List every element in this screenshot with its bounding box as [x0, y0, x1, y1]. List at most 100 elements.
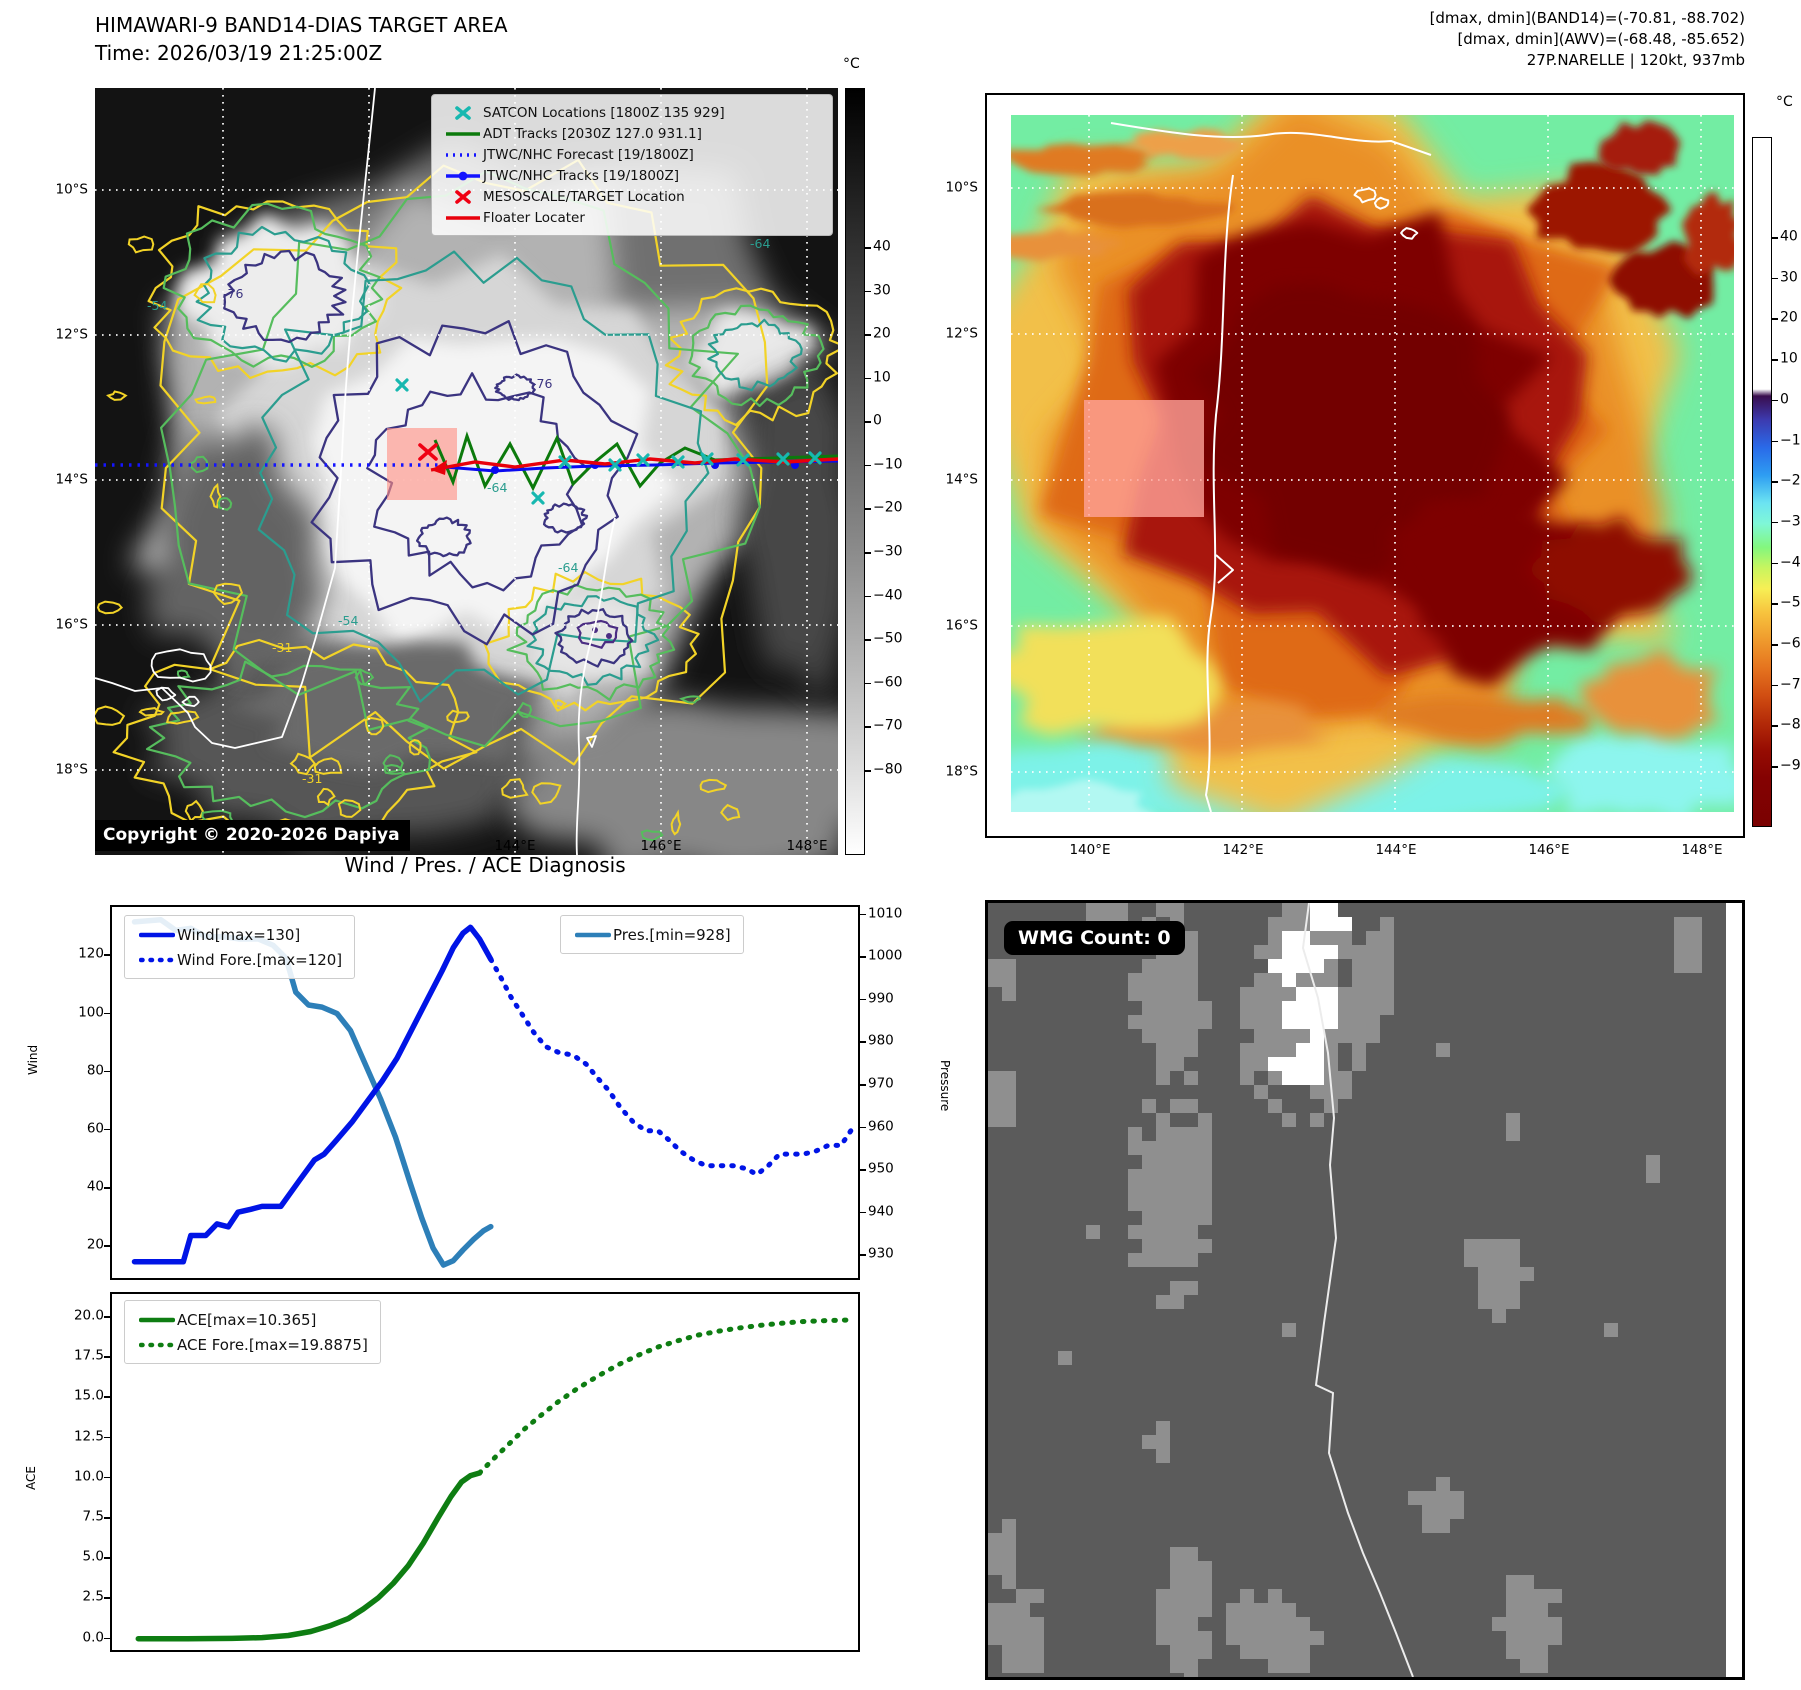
awv-satellite-image — [1011, 115, 1734, 812]
solid-line-swatch — [137, 928, 177, 942]
axis-tick-label: 20 — [86, 1236, 104, 1253]
legend-label: SATCON Locations [1800Z 135 929] — [483, 104, 725, 121]
awv-colorbar-unit: °C — [1776, 94, 1793, 110]
axis-tick-mark — [1772, 481, 1778, 483]
axis-tick-label: −70 — [873, 718, 903, 735]
axis-tick-label: 60 — [86, 1120, 104, 1137]
awv-map — [985, 93, 1745, 838]
axis-tick-mark — [104, 1356, 110, 1358]
axis-tick-label: −50 — [873, 630, 903, 647]
axis-tick-label: 10 — [1780, 350, 1798, 367]
axis-tick-label: 40 — [86, 1178, 104, 1195]
axis-tick-label: 16°S — [945, 617, 979, 634]
contour-value-label: -64 — [487, 480, 507, 495]
axis-tick-mark — [865, 595, 871, 598]
axis-tick-label: 10°S — [945, 179, 979, 196]
awv-annotations: [dmax, dmin](BAND14)=(-70.81, -88.702) [… — [1430, 8, 1745, 71]
legend-row: Floater Locater — [443, 207, 821, 228]
axis-tick-label: 15.0 — [73, 1388, 104, 1405]
legend-label: ACE Fore.[max=19.8875] — [177, 1335, 368, 1354]
axis-tick-label: 12.5 — [73, 1428, 104, 1445]
legend-label: Pres.[min=928] — [613, 925, 731, 944]
axis-tick-mark — [865, 682, 871, 685]
axis-tick-label: 10°S — [55, 181, 89, 198]
wmg-count-badge: WMG Count: 0 — [1004, 921, 1185, 955]
axis-tick-mark — [104, 1436, 110, 1439]
wmg-map: WMG Count: 0 — [985, 900, 1745, 1680]
axis-tick-label: 10 — [873, 369, 891, 386]
axis-tick-label: 16°S — [55, 616, 89, 633]
axis-tick-mark — [865, 464, 871, 467]
contour-value-label: -54 — [338, 613, 358, 628]
legend-row: Wind Fore.[max=120] — [137, 947, 342, 972]
axis-tick-mark — [1772, 684, 1778, 687]
legend-row: MESOSCALE/TARGET Location — [443, 186, 821, 207]
axis-tick-mark — [1772, 766, 1778, 768]
contour-value-label: -31 — [302, 771, 322, 786]
axis-tick-mark — [860, 1126, 866, 1129]
axis-tick-label: −40 — [873, 587, 903, 604]
contour-value-label: -31 — [272, 640, 292, 655]
axis-tick-label: 146°E — [640, 838, 682, 854]
axis-tick-mark — [1772, 725, 1778, 727]
axis-tick-label: 40 — [1780, 228, 1798, 245]
axis-tick-mark — [865, 421, 871, 423]
band14-title: HIMAWARI-9 BAND14-DIAS TARGET AREA — [95, 13, 508, 37]
axis-tick-mark — [860, 956, 866, 958]
axis-tick-label: 10.0 — [73, 1468, 104, 1485]
axis-tick-mark — [865, 334, 871, 336]
axis-tick-label: 14°S — [55, 471, 89, 488]
axis-tick-label: 142°E — [1222, 842, 1264, 858]
solid-line-swatch — [137, 1313, 177, 1327]
axis-tick-label: 14°S — [945, 471, 979, 488]
axis-tick-mark — [1772, 644, 1778, 646]
axis-tick-label: 144°E — [1375, 842, 1417, 858]
awv-dmax-dmin-label: [dmax, dmin](AWV)=(-68.48, -85.652) — [1457, 30, 1745, 48]
axis-tick-label: 970 — [868, 1075, 894, 1092]
axis-tick-label: 18°S — [55, 761, 89, 778]
axis-tick-label: 146°E — [1528, 842, 1570, 858]
series-dotted — [488, 956, 854, 1177]
axis-tick-label: 30 — [873, 282, 891, 299]
red-x-marker — [443, 189, 483, 205]
floater-locater-line — [430, 457, 838, 472]
satcon-location-marker — [531, 491, 545, 505]
legend-label: ACE[max=10.365] — [177, 1310, 317, 1329]
axis-tick-mark — [1772, 521, 1778, 524]
blue-line-dot-marker — [443, 168, 483, 184]
legend-label: ADT Tracks [2030Z 127.0 931.1] — [483, 125, 702, 142]
legend-label: Wind Fore.[max=120] — [177, 950, 343, 969]
green-line — [443, 126, 483, 142]
axis-tick-mark — [865, 552, 871, 554]
axis-tick-mark — [104, 1186, 110, 1189]
contour-value-label: -76 — [223, 286, 243, 301]
axis-tick-label: 980 — [868, 1033, 894, 1050]
legend-row: ADT Tracks [2030Z 127.0 931.1] — [443, 123, 821, 144]
axis-tick-label: −80 — [1780, 717, 1801, 734]
axis-tick-label: −10 — [873, 456, 903, 473]
axis-tick-mark — [1772, 277, 1778, 280]
legend-label: JTWC/NHC Tracks [19/1800Z] — [483, 167, 680, 184]
satcon-location-marker — [700, 452, 714, 466]
legend-row: ACE Fore.[max=19.8875] — [137, 1332, 368, 1357]
axis-tick-label: 40 — [873, 238, 891, 255]
axis-tick-label: −20 — [1780, 472, 1801, 489]
copyright-label: Copyright © 2020-2026 Dapiya — [95, 820, 410, 851]
contour-value-label: -76 — [532, 376, 552, 391]
axis-tick-mark — [860, 1169, 866, 1171]
legend-row: SATCON Locations [1800Z 135 929] — [443, 102, 821, 123]
axis-tick-label: 5.0 — [82, 1548, 104, 1565]
contour-value-label: -64 — [750, 236, 770, 251]
ace-chart: ACE[max=10.365] ACE Fore.[max=19.8875] — [110, 1292, 860, 1652]
axis-tick-mark — [1772, 399, 1778, 402]
dotted-line-swatch — [137, 1338, 177, 1352]
axis-tick-mark — [865, 377, 871, 380]
axis-tick-mark — [865, 726, 871, 728]
axis-tick-label: −40 — [1780, 554, 1801, 571]
axis-tick-mark — [865, 769, 871, 772]
axis-tick-label: −30 — [1780, 513, 1801, 530]
axis-tick-label: −30 — [873, 543, 903, 560]
coastline — [1301, 903, 1414, 1677]
axis-tick-mark — [104, 1557, 110, 1559]
